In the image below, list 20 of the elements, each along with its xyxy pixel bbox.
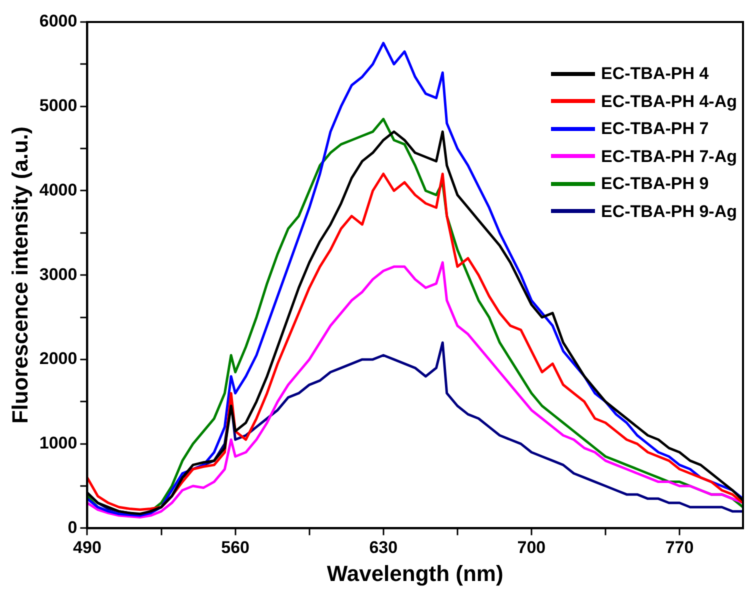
y-tick-label: 0 [68, 518, 78, 537]
x-tick-label: 700 [517, 538, 546, 558]
legend-label: EC-TBA-PH 9-Ag [601, 200, 737, 223]
y-axis-title: Fluorescence intensity (a.u.) [7, 126, 32, 424]
x-tick-label: 560 [221, 538, 250, 558]
legend-label: EC-TBA-PH 4-Ag [601, 90, 737, 113]
y-tick-label: 1000 [39, 434, 78, 453]
y-tick-label: 2000 [39, 349, 78, 368]
legend-label: EC-TBA-PH 4 [601, 63, 709, 85]
legend-label: EC-TBA-PH 7 [601, 118, 709, 140]
x-tick-label: 630 [369, 538, 398, 558]
y-tick-label: 4000 [39, 180, 78, 200]
y-tick-label: 6000 [39, 12, 78, 31]
x-tick-label: 770 [665, 538, 694, 558]
x-tick-label: 490 [73, 538, 102, 558]
y-tick-label: 5000 [39, 96, 78, 116]
x-axis-title: Wavelength (nm) [326, 560, 504, 586]
legend-label: EC-TBA-PH 9 [601, 173, 709, 195]
legend-label: EC-TBA-PH 7-Ag [601, 146, 737, 168]
y-tick-label: 3000 [39, 264, 78, 284]
